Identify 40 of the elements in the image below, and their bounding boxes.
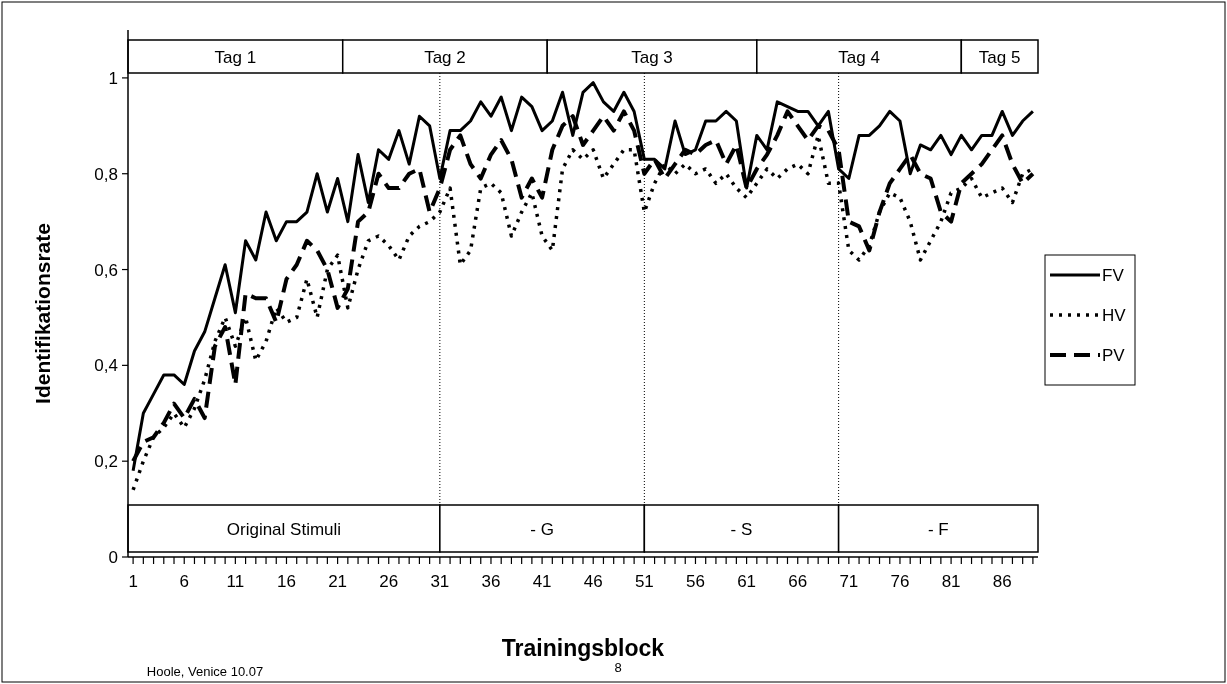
- x-tick-label: 46: [583, 572, 603, 591]
- x-tick-label: 71: [839, 572, 859, 591]
- x-tick-label: 51: [634, 572, 654, 591]
- legend-label: PV: [1102, 346, 1126, 365]
- x-tick-label: 1: [128, 572, 138, 591]
- y-tick-label: 0,6: [94, 260, 118, 280]
- legend-label: FV: [1102, 266, 1125, 285]
- text: 8: [614, 660, 622, 675]
- x-tick-label: 56: [686, 572, 705, 591]
- x-tick-label: 41: [532, 572, 552, 591]
- band-label: Tag 1: [214, 47, 257, 67]
- x-tick-label: 6: [179, 572, 189, 591]
- band-label: Tag 4: [838, 47, 880, 67]
- y-tick-label: 0: [108, 548, 118, 567]
- x-tick-label: 21: [328, 572, 348, 591]
- band-label: - S: [730, 519, 753, 539]
- y-tick-label: 0,8: [94, 164, 118, 184]
- y-axis-title: Identifikationsrate: [31, 223, 54, 404]
- y-tick-label: 0,4: [94, 356, 118, 376]
- x-tick-label: 66: [788, 572, 808, 591]
- x-tick-label: 36: [481, 572, 501, 591]
- y-tick-label: 0,2: [94, 452, 118, 472]
- x-tick-label: 61: [737, 572, 757, 591]
- x-tick-label: 11: [226, 572, 245, 591]
- x-tick-label: 86: [992, 572, 1012, 591]
- y-tick-label: 1: [108, 68, 118, 88]
- x-tick-label: 16: [277, 572, 296, 591]
- band-label: Original Stimuli: [226, 519, 342, 539]
- band-label: Tag 3: [631, 47, 673, 67]
- band-label: - F: [927, 519, 949, 539]
- band-label: - G: [530, 519, 554, 539]
- band-label: Tag 2: [424, 47, 466, 67]
- band-label: Tag 5: [978, 47, 1021, 67]
- x-tick-label: 81: [941, 572, 961, 591]
- x-tick-label: 76: [890, 572, 910, 591]
- x-axis-title: Trainingsblock: [501, 635, 665, 661]
- legend-label: HV: [1102, 306, 1127, 325]
- x-tick-label: 31: [430, 572, 450, 591]
- x-tick-label: 26: [379, 572, 399, 591]
- text: Hoole, Venice 10.07: [146, 664, 264, 679]
